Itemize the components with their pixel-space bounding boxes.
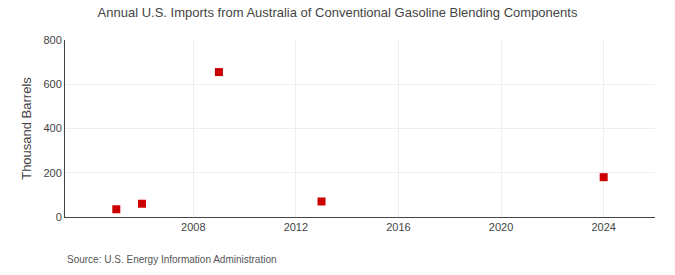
svg-text:800: 800 — [43, 34, 61, 46]
svg-text:0: 0 — [56, 211, 62, 223]
svg-text:Thousand Barrels: Thousand Barrels — [19, 77, 34, 180]
svg-text:200: 200 — [43, 167, 61, 179]
svg-text:2020: 2020 — [489, 221, 513, 233]
svg-text:Annual U.S. Imports from Austr: Annual U.S. Imports from Australia of Co… — [98, 5, 578, 20]
svg-text:2024: 2024 — [591, 221, 615, 233]
svg-text:2016: 2016 — [386, 221, 410, 233]
svg-text:2008: 2008 — [181, 221, 205, 233]
svg-text:400: 400 — [43, 122, 61, 134]
svg-text:Source: U.S. Energy Informatio: Source: U.S. Energy Information Administ… — [67, 254, 277, 265]
svg-text:2012: 2012 — [284, 221, 308, 233]
svg-text:600: 600 — [43, 78, 61, 90]
